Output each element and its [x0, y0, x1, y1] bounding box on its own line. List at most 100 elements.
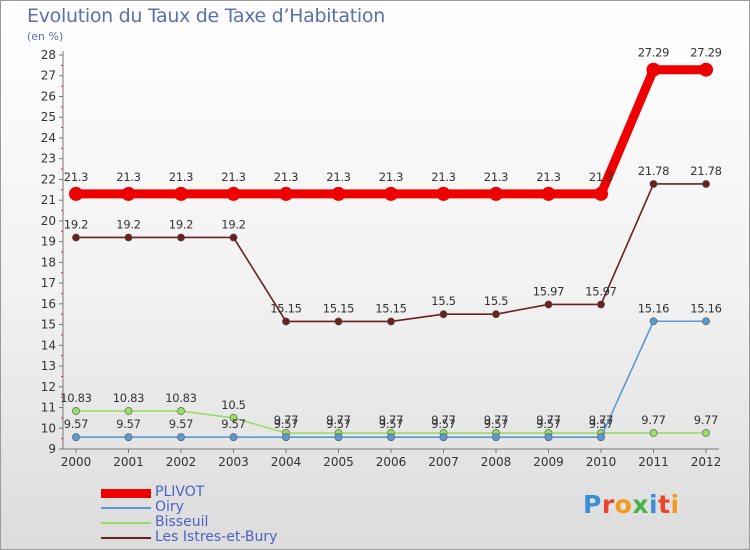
y-tick-label: 12: [41, 380, 56, 394]
logo-letter: x: [632, 490, 649, 519]
data-label: 19.2: [64, 217, 88, 231]
data-point: [702, 317, 710, 326]
data-point: [334, 433, 343, 442]
data-point: [699, 62, 713, 77]
data-point: [69, 186, 83, 201]
data-point: [177, 433, 185, 442]
legend-label: Bisseuil: [155, 514, 209, 530]
x-tick-label: 2009: [533, 455, 564, 469]
legend-label: PLIVOT: [155, 484, 205, 500]
data-label: 10.83: [113, 391, 144, 405]
legend-item[interactable]: Les Istres-et-Bury: [101, 529, 361, 545]
data-label: 21.3: [221, 170, 245, 184]
data-label: 15.5: [431, 294, 455, 308]
data-point: [72, 407, 80, 415]
data-label: 9.77: [274, 413, 298, 427]
data-label: 9.77: [641, 413, 665, 427]
chart-subtitle: (en %): [27, 30, 64, 43]
data-point: [436, 186, 451, 201]
y-tick-label: 28: [41, 48, 56, 62]
data-label: 21.3: [484, 170, 508, 184]
data-label: 9.57: [64, 417, 88, 431]
data-label: 21.3: [116, 170, 140, 184]
legend-swatch-oiry: [101, 507, 151, 509]
x-tick-label: 2005: [323, 455, 354, 469]
legend-item[interactable]: Oiry: [101, 499, 361, 515]
data-point: [492, 433, 500, 442]
data-point: [124, 233, 133, 242]
data-label: 9.57: [221, 417, 245, 431]
legend-swatch-bisseuil: [101, 522, 151, 524]
data-label: 15.16: [638, 301, 669, 315]
chart-title: Evolution du Taux de Taxe d’Habitation: [27, 5, 385, 27]
data-point: [229, 413, 238, 422]
data-point: [177, 233, 185, 242]
data-label: 9.77: [589, 413, 613, 427]
data-label: 9.77: [326, 413, 350, 427]
data-label: 10.83: [165, 391, 196, 405]
x-tick-label: 2011: [638, 455, 669, 469]
data-label: 15.15: [270, 301, 301, 315]
data-label: 9.57: [326, 417, 350, 431]
data-point: [489, 186, 503, 201]
legend-item[interactable]: Bisseuil: [101, 514, 361, 530]
data-label: 9.57: [589, 417, 613, 431]
data-point: [649, 180, 658, 188]
y-tick-label: 14: [41, 338, 56, 352]
x-tick-label: 2000: [61, 455, 92, 469]
y-tick-label: 17: [41, 276, 56, 290]
legend-label: Les Istres-et-Bury: [155, 529, 278, 545]
logo-letter: t: [658, 490, 671, 519]
data-point: [124, 433, 133, 442]
data-point: [177, 407, 185, 415]
data-point: [282, 433, 290, 442]
data-point: [334, 317, 343, 326]
data-label: 9.57: [169, 417, 193, 431]
data-label: 9.77: [694, 413, 718, 427]
legend-item[interactable]: PLIVOT: [101, 484, 361, 500]
data-label: 21.3: [379, 170, 403, 184]
data-point: [72, 433, 80, 442]
data-label: 9.57: [274, 417, 298, 431]
data-label: 21.3: [64, 170, 88, 184]
x-tick-label: 2006: [376, 455, 407, 469]
data-label: 21.78: [690, 164, 721, 178]
x-tick-label: 2010: [586, 455, 617, 469]
data-label: 21.78: [638, 164, 669, 178]
data-point: [229, 233, 238, 242]
data-label: 21.3: [431, 170, 455, 184]
data-label: 15.97: [585, 284, 616, 298]
logo-letter: i: [670, 490, 680, 519]
data-point: [439, 310, 448, 319]
y-tick-label: 10: [41, 421, 56, 435]
logo-letter: P: [583, 490, 602, 519]
data-label: 27.29: [638, 46, 669, 60]
legend-swatch-plivot: [101, 488, 151, 498]
data-point: [597, 433, 605, 442]
data-label: 9.57: [379, 417, 403, 431]
data-label: 9.77: [536, 413, 560, 427]
y-tick-label: 20: [41, 214, 56, 228]
data-label: 21.3: [169, 170, 193, 184]
data-label: 19.2: [116, 217, 140, 231]
y-tick-label: 15: [41, 318, 56, 332]
y-tick-label: 22: [41, 172, 56, 186]
data-point: [702, 180, 710, 188]
data-point: [226, 186, 241, 201]
data-label: 9.77: [484, 413, 508, 427]
data-point: [384, 186, 398, 201]
data-point: [124, 407, 133, 415]
data-point: [331, 186, 346, 201]
y-tick-label: 19: [41, 235, 56, 249]
proxiti-logo: Proxiti: [583, 490, 680, 519]
data-point: [544, 300, 553, 309]
data-point: [597, 300, 605, 309]
x-tick-label: 2007: [428, 455, 459, 469]
data-point: [229, 433, 238, 442]
data-label: 9.57: [116, 417, 140, 431]
data-label: 21.3: [274, 170, 298, 184]
data-point: [174, 186, 188, 201]
data-label: 15.5: [484, 294, 508, 308]
y-tick-label: 9: [48, 442, 56, 456]
